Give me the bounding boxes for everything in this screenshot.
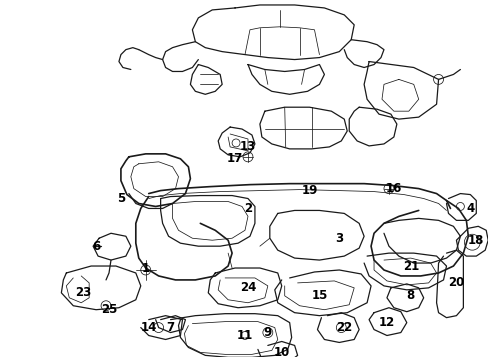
Text: 20: 20 — [448, 276, 465, 289]
Text: 22: 22 — [336, 321, 352, 334]
Text: 18: 18 — [468, 234, 485, 247]
Text: 2: 2 — [244, 202, 252, 215]
Text: 21: 21 — [403, 260, 419, 273]
Text: 23: 23 — [75, 286, 91, 299]
Text: 10: 10 — [273, 346, 290, 359]
Text: 4: 4 — [466, 202, 474, 215]
Text: 17: 17 — [227, 152, 243, 165]
Text: 1: 1 — [142, 261, 150, 275]
Text: 8: 8 — [407, 289, 415, 302]
Text: 11: 11 — [237, 329, 253, 342]
Text: 12: 12 — [379, 316, 395, 329]
Text: 5: 5 — [117, 192, 125, 205]
Text: 24: 24 — [240, 282, 256, 294]
Text: 7: 7 — [167, 321, 174, 334]
Text: 14: 14 — [141, 321, 157, 334]
Text: 19: 19 — [301, 184, 318, 197]
Text: 16: 16 — [386, 182, 402, 195]
Text: 13: 13 — [240, 140, 256, 153]
Text: 15: 15 — [311, 289, 328, 302]
Text: 25: 25 — [101, 303, 117, 316]
Text: 3: 3 — [335, 232, 343, 245]
Text: 6: 6 — [92, 240, 100, 253]
Text: 9: 9 — [264, 326, 272, 339]
